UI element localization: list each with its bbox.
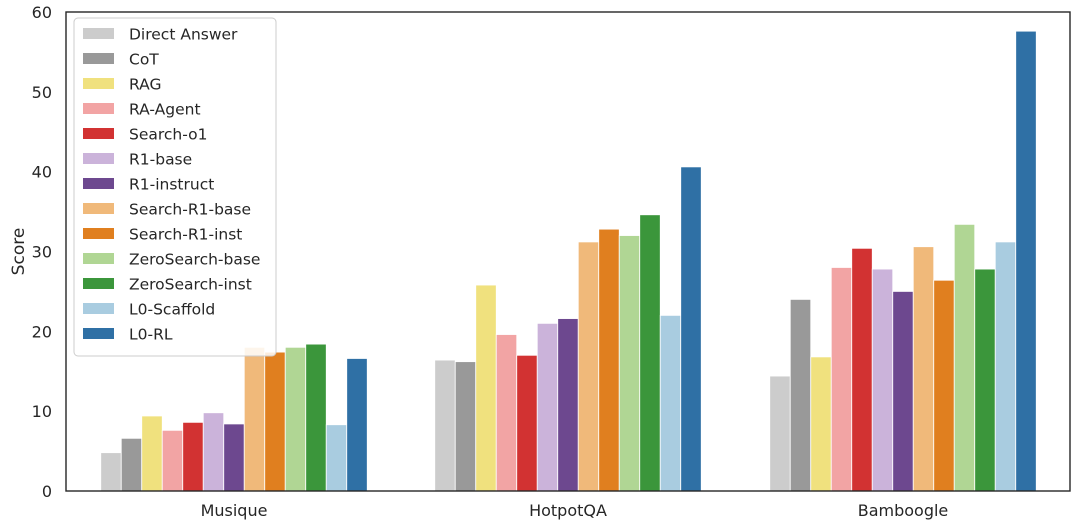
legend-label: ZeroSearch-base (129, 251, 260, 269)
bar-l0-scaffold-musique (325, 424, 348, 492)
bar-r1-base-bamboogle (871, 268, 894, 492)
bar-zerosearch-inst-bamboogle (974, 268, 996, 492)
legend-swatch (83, 153, 114, 164)
legend-label: R1-instruct (129, 176, 214, 194)
legend-swatch (83, 128, 114, 139)
bar-search-o1-hotpotqa (516, 354, 538, 492)
legend-label: R1-base (129, 151, 192, 169)
legend-label: ZeroSearch-inst (129, 276, 252, 294)
legend-swatch (83, 78, 114, 89)
legend-swatch (83, 278, 114, 289)
bar-l0-scaffold-hotpotqa (659, 314, 682, 492)
bar-r1-instruct-hotpotqa (557, 318, 579, 492)
bar-search-r1-base-bamboogle (912, 246, 935, 492)
legend-label: Direct Answer (129, 26, 238, 44)
x-tick-label: Musique (201, 501, 268, 520)
y-tick-label: 0 (42, 482, 52, 501)
legend-label: L0-RL (129, 326, 173, 344)
x-tick-label: HotpotQA (529, 501, 607, 520)
bar-ra-agent-musique (161, 429, 184, 492)
legend: Direct Answer CoT RAG RA-Agent Search-o1 R1-b… (73, 17, 277, 357)
legend-label: Search-R1-base (129, 201, 251, 219)
bar-cot-musique (120, 437, 143, 492)
bar-zerosearch-base-hotpotqa (618, 235, 641, 492)
bar-rag-bamboogle (810, 356, 832, 492)
y-tick-label: 10 (32, 402, 52, 421)
bar-ra-agent-bamboogle (830, 267, 853, 492)
axes-layer: 0 10 20 30 40 50 60 Musique HotpotQA Bamboogle Sco… (9, 3, 1071, 520)
legend-swatch (83, 303, 114, 314)
legend-swatch (83, 203, 114, 214)
bar-direct-answer-musique (100, 452, 122, 492)
bar-search-r1-base-musique (243, 346, 266, 492)
legend-swatch (83, 53, 114, 64)
legend-swatch (83, 228, 114, 239)
bar-l0-rl-hotpotqa (680, 166, 702, 492)
legend-swatch (83, 253, 114, 264)
legend-label: RAG (129, 76, 161, 94)
legend-box (73, 17, 277, 357)
legend-swatch (83, 103, 114, 114)
bar-zerosearch-base-bamboogle (953, 223, 976, 492)
bar-rag-hotpotqa (475, 284, 497, 492)
y-tick-label: 60 (32, 3, 52, 22)
y-tick-label: 40 (32, 163, 52, 182)
bar-ra-agent-hotpotqa (495, 334, 518, 492)
x-tick-label: Bamboogle (858, 501, 949, 520)
legend-label: CoT (129, 51, 159, 69)
legend-label: RA-Agent (129, 101, 201, 119)
legend-swatch (83, 328, 114, 339)
bar-zerosearch-inst-musique (305, 343, 327, 492)
bar-r1-base-musique (202, 412, 225, 492)
plot-frame (65, 11, 1071, 492)
bar-zerosearch-base-musique (284, 346, 307, 492)
y-tick-label: 30 (32, 243, 52, 262)
bars-layer (100, 30, 1037, 492)
bar-l0-rl-bamboogle (1015, 30, 1037, 492)
bar-zerosearch-inst-hotpotqa (639, 214, 661, 492)
bar-r1-instruct-bamboogle (892, 291, 914, 492)
y-tick-label: 20 (32, 322, 52, 341)
bar-cot-hotpotqa (454, 361, 477, 492)
y-axis-title: Score (9, 228, 29, 276)
bar-rag-musique (141, 415, 163, 492)
bar-cot-bamboogle (789, 298, 812, 492)
bar-search-r1-inst-bamboogle (933, 279, 955, 492)
legend-label: L0-Scaffold (129, 301, 215, 319)
bar-search-o1-bamboogle (851, 247, 873, 492)
legend-label: Search-R1-inst (129, 226, 242, 244)
legend-swatch (83, 178, 114, 189)
bar-l0-rl-musique (346, 358, 368, 492)
legend-swatch (83, 28, 114, 39)
bar-l0-scaffold-bamboogle (994, 241, 1017, 492)
bar-direct-answer-bamboogle (769, 375, 791, 492)
bar-search-r1-inst-hotpotqa (598, 228, 620, 492)
bar-search-r1-base-hotpotqa (577, 241, 600, 492)
legend-label: Search-o1 (129, 126, 207, 144)
bar-direct-answer-hotpotqa (434, 359, 456, 492)
bar-r1-instruct-musique (223, 423, 245, 492)
bar-search-o1-musique (182, 421, 204, 492)
bar-search-r1-inst-musique (264, 351, 286, 492)
y-tick-label: 50 (32, 83, 52, 102)
bar-r1-base-hotpotqa (536, 322, 559, 492)
